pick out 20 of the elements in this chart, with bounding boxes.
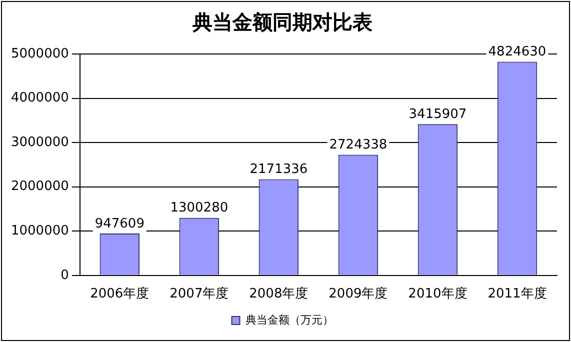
y-tick-label: 2000000 [10, 179, 69, 194]
legend-label: 典当金额（万元） [245, 313, 334, 326]
data-label: 2724338 [329, 138, 388, 153]
x-tick-label: 2007年度 [170, 286, 229, 302]
y-tick-label: 5000000 [10, 46, 69, 62]
data-label: 1300280 [170, 200, 228, 216]
x-tick-label: 2010年度 [408, 286, 468, 302]
data-label: 947609 [94, 216, 144, 232]
x-tick-label: 2006年度 [90, 286, 150, 302]
x-tick-label: 2009年度 [328, 286, 388, 302]
y-tick-label: 4000000 [10, 90, 69, 106]
data-label: 2171336 [250, 162, 308, 178]
data-label: 3415907 [408, 107, 467, 122]
y-tick-label: 0 [60, 268, 69, 283]
data-label: 4824630 [488, 44, 546, 60]
y-tick-label: 1000000 [10, 223, 69, 238]
y-tick-label: 3000000 [10, 134, 69, 150]
x-tick-label: 2011年度 [488, 286, 547, 302]
x-tick-label: 2008年度 [249, 286, 308, 302]
chart-title: 典当金额同期对比表 [192, 10, 372, 34]
